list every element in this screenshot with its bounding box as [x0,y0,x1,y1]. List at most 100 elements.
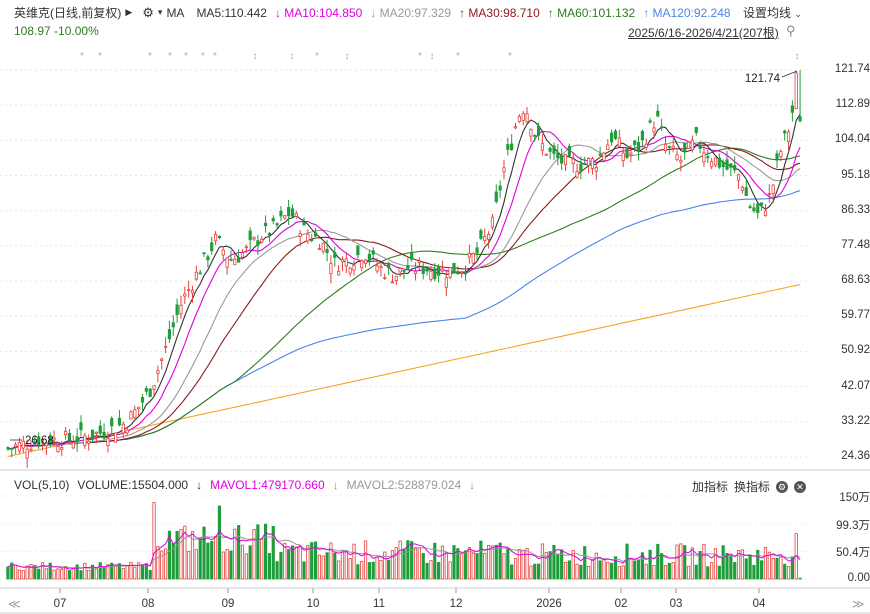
candle-body [487,234,491,240]
candle-body [440,268,445,272]
candle-body [633,140,637,146]
close-icon[interactable]: ✕ [794,480,807,493]
date-range[interactable]: 2025/6/16-2026/4/21(207根) [628,26,779,40]
candle-body [652,127,656,133]
volume-bar [202,526,206,580]
volume-bar [533,563,537,580]
volume-bar [498,542,502,580]
candle-body [794,72,798,110]
candle-body [383,277,387,280]
candle-body [87,440,91,444]
event-mark: * [184,51,188,62]
volume-bar [740,549,744,580]
candle-body [402,269,406,272]
candle-body [444,277,448,288]
volume-bar [494,544,498,580]
volume-bar [679,543,683,580]
event-mark: ↕ [290,51,295,62]
volume-bar [294,546,298,580]
volume-bar [552,544,556,580]
volume-bar [367,562,371,580]
candle-body [437,265,441,276]
candle-body [563,154,568,166]
event-mark: * [418,51,422,62]
gear-icon[interactable]: ⚙ [142,4,154,20]
candle-body [740,186,744,191]
volume-bar [586,565,591,580]
scroll-right-button[interactable]: ≫ [852,597,865,611]
volume-bar [213,535,218,580]
volume-bar [137,562,141,580]
event-mark: * [456,51,460,62]
volume-bar [271,526,275,580]
candle-body [540,142,545,151]
chevron-down-icon[interactable]: ▾ [157,7,163,17]
add-indicator-button[interactable]: 加指标 [692,480,729,494]
candle-body [352,264,356,271]
candle-body [544,153,548,156]
volume-bar [721,545,725,580]
volume-bar [617,566,621,580]
switch-indicator-button[interactable]: 换指标 [734,480,771,494]
event-mark: * [168,51,172,62]
vol-volume: VOLUME:15504.000 [77,478,189,492]
volume-bar [606,561,610,580]
volume-bar [783,563,787,580]
volume-bar [75,564,79,580]
triangle-right-icon[interactable]: ▶ [125,7,133,17]
volume-bar [94,568,98,580]
candle-body [602,152,606,161]
volume-bar [779,556,783,580]
candle-body [237,257,241,263]
volume-bar [156,546,160,580]
volume-bar [683,545,687,580]
candle-body [129,411,133,420]
candle-body [640,130,645,141]
candle-body [233,258,237,266]
candle-body [275,223,279,226]
set-ma-button[interactable]: 设置均线 ⌄ [743,4,802,21]
volume-bar [348,557,352,580]
candle-body [310,239,314,242]
volume-bar [556,553,560,580]
candle-body [360,260,364,269]
volume-bar [148,570,152,580]
candle-body [171,322,175,328]
time-tick-label: 04 [752,598,766,610]
volume-bar [775,557,779,580]
volume-bar [102,567,106,580]
pin-icon[interactable]: ⚲ [786,23,796,38]
volume-bar [363,540,368,580]
volume-bar [14,564,18,580]
candle-body [786,131,791,142]
volume-bar [229,550,233,580]
volume-bar [302,561,306,580]
candle-body [340,258,345,263]
candle-body [379,266,383,269]
volume-bar [248,545,252,580]
volume-bar [610,562,614,580]
volume-bar [402,548,406,580]
volume-bar [652,565,656,580]
candle-body [6,447,10,450]
candle-body [390,281,395,284]
volume-bar [398,540,402,580]
candle-body [452,262,456,274]
volume-bar [548,551,552,580]
event-mark: ↕ [253,51,258,62]
candle-body [17,442,22,452]
scroll-left-button[interactable]: ≪ [8,597,21,611]
candle-body [556,152,560,159]
volume-bar [425,562,429,580]
stock-label[interactable]: 英维克(日线,前复权) [14,6,122,20]
candle-body [479,230,483,239]
time-tick-label: 10 [306,598,320,610]
ma-legend-item: MA5:110.442 [196,5,267,20]
price-tick-label: 77.48 [841,238,870,251]
price-tick-label: 95.18 [841,168,870,181]
candle-body [367,253,371,261]
candle-body [244,246,248,249]
gear-icon[interactable]: ⚙ [776,480,789,493]
volume-bar [90,564,95,580]
